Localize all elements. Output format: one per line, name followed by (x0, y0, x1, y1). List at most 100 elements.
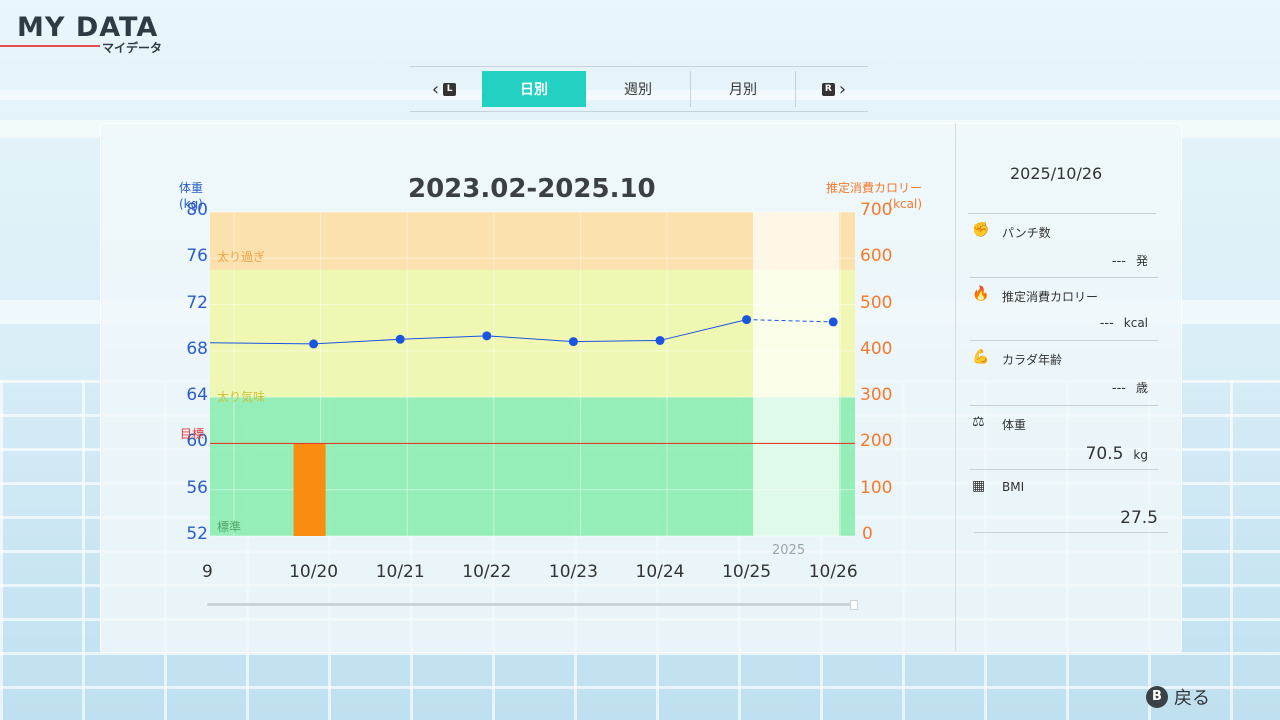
info-unit: 歳 (1135, 381, 1148, 395)
punch-icon: ✊ (972, 222, 990, 238)
info-label: BMI (1002, 480, 1025, 494)
tab-divider (795, 71, 796, 107)
weight-point[interactable] (568, 337, 578, 347)
x-tick: 10/21 (375, 562, 425, 582)
info-value-number: --- (1111, 381, 1126, 396)
y-left-tick: 80 (186, 200, 208, 220)
x-tick: 10/23 (548, 562, 598, 582)
y-right-tick: 0 (862, 524, 873, 544)
chart-scrollbar[interactable] (207, 603, 855, 606)
weight-line-segment (486, 335, 574, 343)
l-button-icon: L (443, 82, 457, 96)
y-right-tick: 500 (860, 292, 893, 313)
info-divider (974, 532, 1168, 533)
b-button-icon: B (1146, 686, 1168, 708)
background-stripe (0, 90, 1280, 100)
info-value: --- 歳 (1030, 379, 1148, 396)
y-left-tick: 76 (186, 246, 208, 267)
weight-point[interactable] (395, 334, 405, 344)
weight-point[interactable] (309, 339, 319, 349)
info-label: カラダ年齢 (1002, 353, 1063, 367)
y-left-tick: 68 (186, 338, 208, 359)
zone-label: 太り気味 (217, 390, 266, 404)
y-left-tick: 64 (186, 385, 208, 406)
x-tick: 10/25 (722, 562, 772, 582)
weight-point[interactable] (655, 335, 665, 345)
calculator-icon: ▦ (972, 478, 986, 494)
back-button[interactable]: B 戻る (1146, 684, 1210, 710)
info-value: --- 発 (1030, 252, 1148, 269)
info-value: 27.5 (1040, 508, 1158, 528)
zone-band (210, 212, 855, 270)
chart-scroll-thumb[interactable] (850, 600, 858, 610)
y-right-axis-title: 推定消費カロリー (kcal) (826, 181, 923, 211)
info-label: 体重 (1002, 418, 1027, 432)
target-label: 目標 (180, 427, 205, 441)
calorie-bar[interactable] (293, 443, 326, 536)
info-unit: kcal (1123, 316, 1148, 330)
x-tick: 10/22 (462, 562, 512, 582)
weight-line-segment (746, 319, 834, 323)
back-label: 戻る (1174, 688, 1210, 709)
info-value: --- kcal (1030, 316, 1148, 331)
weight-point[interactable] (482, 331, 492, 341)
info-value-number: --- (1111, 254, 1126, 269)
tab-monthly[interactable]: 月別 (729, 82, 757, 98)
info-divider (968, 213, 1156, 214)
page-title: MY DATA (17, 12, 159, 43)
flame-icon: 🔥 (972, 286, 990, 302)
info-divider (970, 277, 1158, 278)
info-value-number: --- (1099, 316, 1114, 331)
r-button-icon: R (821, 82, 835, 96)
x-tick: 10/26 (808, 562, 858, 582)
info-divider (970, 405, 1158, 406)
weight-line-segment (573, 339, 661, 343)
info-divider (970, 340, 1158, 341)
info-divider (970, 469, 1158, 470)
info-value-number: 27.5 (1120, 508, 1158, 528)
info-value-number: 70.5 (1085, 444, 1124, 464)
y-right-tick: 200 (860, 431, 893, 452)
info-label: 推定消費カロリー (1002, 290, 1099, 304)
tab-daily[interactable]: 日別 (482, 71, 586, 107)
weight-line-segment (313, 338, 401, 345)
y-left-tick: 72 (186, 292, 208, 313)
weight-point[interactable] (742, 315, 752, 325)
page-subtitle: マイデータ (102, 41, 163, 55)
y-left-axis-title: 体重 (kg) (179, 181, 204, 211)
y-left-tick: 56 (186, 477, 208, 498)
weight-point[interactable] (828, 317, 838, 327)
zone-band (210, 269, 855, 398)
y-right-tick: 100 (860, 477, 893, 498)
x-tick: 9 (202, 562, 213, 582)
year-label: 2025 (772, 543, 806, 558)
title-underline (0, 45, 100, 47)
selected-day-highlight (753, 212, 840, 536)
chevron-left-icon: ‹ (431, 78, 440, 100)
selected-date: 2025/10/26 (1010, 164, 1103, 183)
info-label: パンチ数 (1002, 226, 1051, 240)
y-right-tick: 400 (860, 338, 893, 359)
x-tick: 10/20 (289, 562, 339, 582)
weight-line-segment (400, 335, 487, 340)
y-right-tick: 300 (860, 385, 893, 406)
y-right-tick: 700 (860, 200, 893, 220)
info-value: 70.5 kg (1030, 444, 1148, 464)
zone-label: 太り過ぎ (217, 250, 266, 264)
y-left-tick: 52 (186, 524, 208, 544)
panel-divider (955, 123, 956, 651)
info-unit: 発 (1135, 254, 1148, 268)
info-unit: kg (1133, 448, 1148, 462)
scale-icon: ⚖ (972, 414, 985, 430)
chart-title: 2023.02-2025.10 (408, 174, 656, 204)
weight-line-segment (659, 319, 747, 341)
x-tick: 10/24 (635, 562, 685, 582)
chevron-right-icon: › (838, 78, 847, 100)
tab-next-button[interactable]: R › (796, 71, 868, 107)
tab-divider (690, 71, 691, 107)
y-left-tick: 60 (186, 431, 208, 452)
tab-prev-button[interactable]: ‹ L (410, 71, 482, 107)
muscle-icon: 💪 (972, 349, 990, 365)
tab-weekly[interactable]: 週別 (624, 82, 652, 98)
